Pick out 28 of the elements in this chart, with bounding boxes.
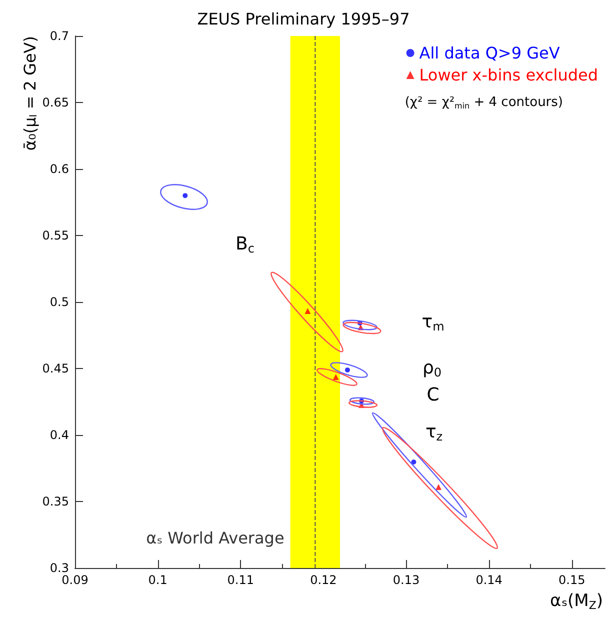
y-tick-label: 0.55 <box>42 228 69 242</box>
x-tick-label: 0.13 <box>392 573 420 587</box>
y-tick-label: 0.65 <box>42 96 69 110</box>
x-tick-label: 0.15 <box>558 573 586 587</box>
annotation: C <box>426 384 440 406</box>
y-tick-label: 0.45 <box>42 362 69 376</box>
band-label: αₛ World Average <box>146 528 284 548</box>
point <box>436 484 442 490</box>
x-tick-label: 0.1 <box>148 573 168 587</box>
legend-label: All data Q>9 GeV <box>419 44 560 62</box>
y-tick-label: 0.3 <box>50 561 69 575</box>
x-tick-label: 0.09 <box>62 573 88 587</box>
y-tick-label: 0.4 <box>50 428 69 442</box>
y-axis-title: ᾱ₀(μI = 2 GeV) <box>20 36 40 151</box>
x-tick-label: 0.12 <box>310 573 337 587</box>
y-tick-label: 0.7 <box>50 29 69 43</box>
point <box>332 374 339 380</box>
chart-title: ZEUS Preliminary 1995–97 <box>197 10 410 28</box>
legend-label: Lower x-bins excluded <box>419 66 598 84</box>
x-tick-label: 0.11 <box>227 573 254 587</box>
point <box>411 460 416 464</box>
point <box>304 308 311 314</box>
x-tick-label: 0.14 <box>476 573 502 587</box>
point <box>182 193 188 198</box>
y-tick-label: 0.5 <box>50 295 69 309</box>
point <box>344 367 350 372</box>
y-tick-label: 0.6 <box>50 162 69 176</box>
y-tick-label: 0.35 <box>42 494 69 508</box>
